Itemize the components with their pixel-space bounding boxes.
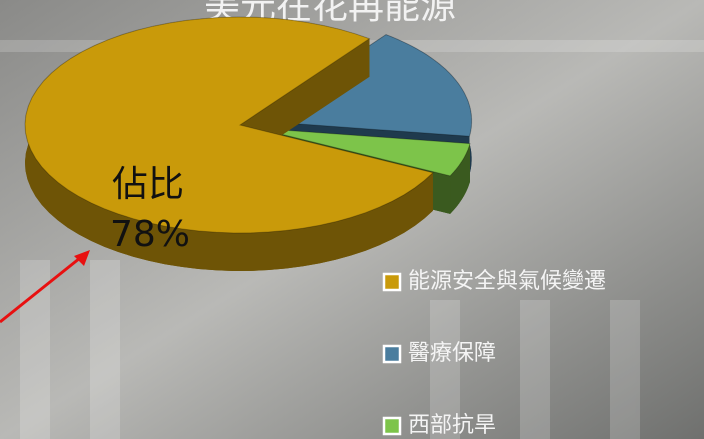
annotation: 佔比 bbox=[112, 164, 184, 205]
legend-label: 醫療保障 bbox=[408, 341, 496, 366]
legend-swatch bbox=[384, 274, 400, 290]
chart: 美元在花再能源 佔比 78% 能源安全與氣候變遷醫療保障西部抗旱 bbox=[0, 0, 704, 439]
legend-label: 西部抗旱 bbox=[408, 413, 496, 438]
legend-label: 能源安全與氣候變遷 bbox=[408, 269, 606, 294]
legend-swatch bbox=[384, 418, 400, 434]
data-label: 78% bbox=[110, 214, 190, 255]
legend-swatch bbox=[384, 346, 400, 362]
